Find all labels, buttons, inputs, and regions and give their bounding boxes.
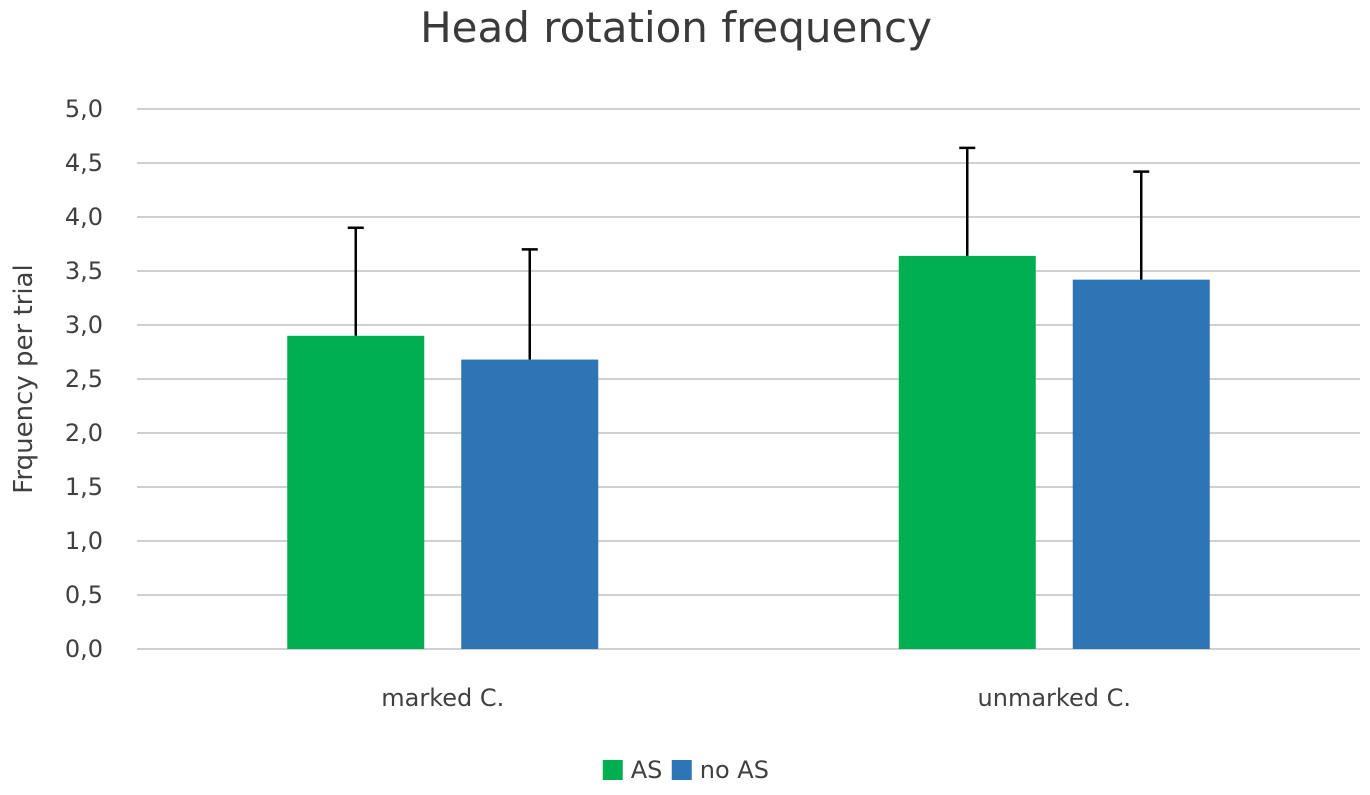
x-category-label: unmarked C. [978, 684, 1131, 712]
y-tick-label: 2,5 [65, 365, 103, 393]
y-tick-label: 3,5 [65, 257, 103, 285]
legend-label: AS [631, 756, 663, 784]
y-tick-label: 3,0 [65, 311, 103, 339]
bar [898, 255, 1036, 649]
y-tick-label: 0,0 [65, 635, 103, 663]
y-axis-ticks: 0,0 0,5 1,0 1,5 2,0 2,5 3,0 3,5 4,0 4,5 5,0 [65, 95, 103, 663]
y-tick-label: 1,0 [65, 527, 103, 555]
bars [287, 255, 1210, 649]
bar [1072, 279, 1210, 649]
bar [287, 335, 425, 649]
y-tick-label: 4,5 [65, 149, 103, 177]
x-category-label: marked C. [381, 684, 504, 712]
error-bars [347, 146, 1150, 360]
legend: AS no AS [602, 756, 769, 784]
x-axis-categories: marked C. unmarked C. [381, 684, 1131, 712]
bar [461, 359, 599, 649]
y-tick-label: 5,0 [65, 95, 103, 123]
y-tick-label: 0,5 [65, 581, 103, 609]
legend-label: no AS [700, 756, 769, 784]
legend-swatch [602, 760, 623, 780]
y-tick-label: 2,0 [65, 419, 103, 447]
legend-swatch [671, 760, 692, 780]
y-tick-label: 4,0 [65, 203, 103, 231]
y-axis-label: Frquency per trial [9, 264, 39, 493]
y-tick-label: 1,5 [65, 473, 103, 501]
chart-title: Head rotation frequency [420, 3, 932, 52]
